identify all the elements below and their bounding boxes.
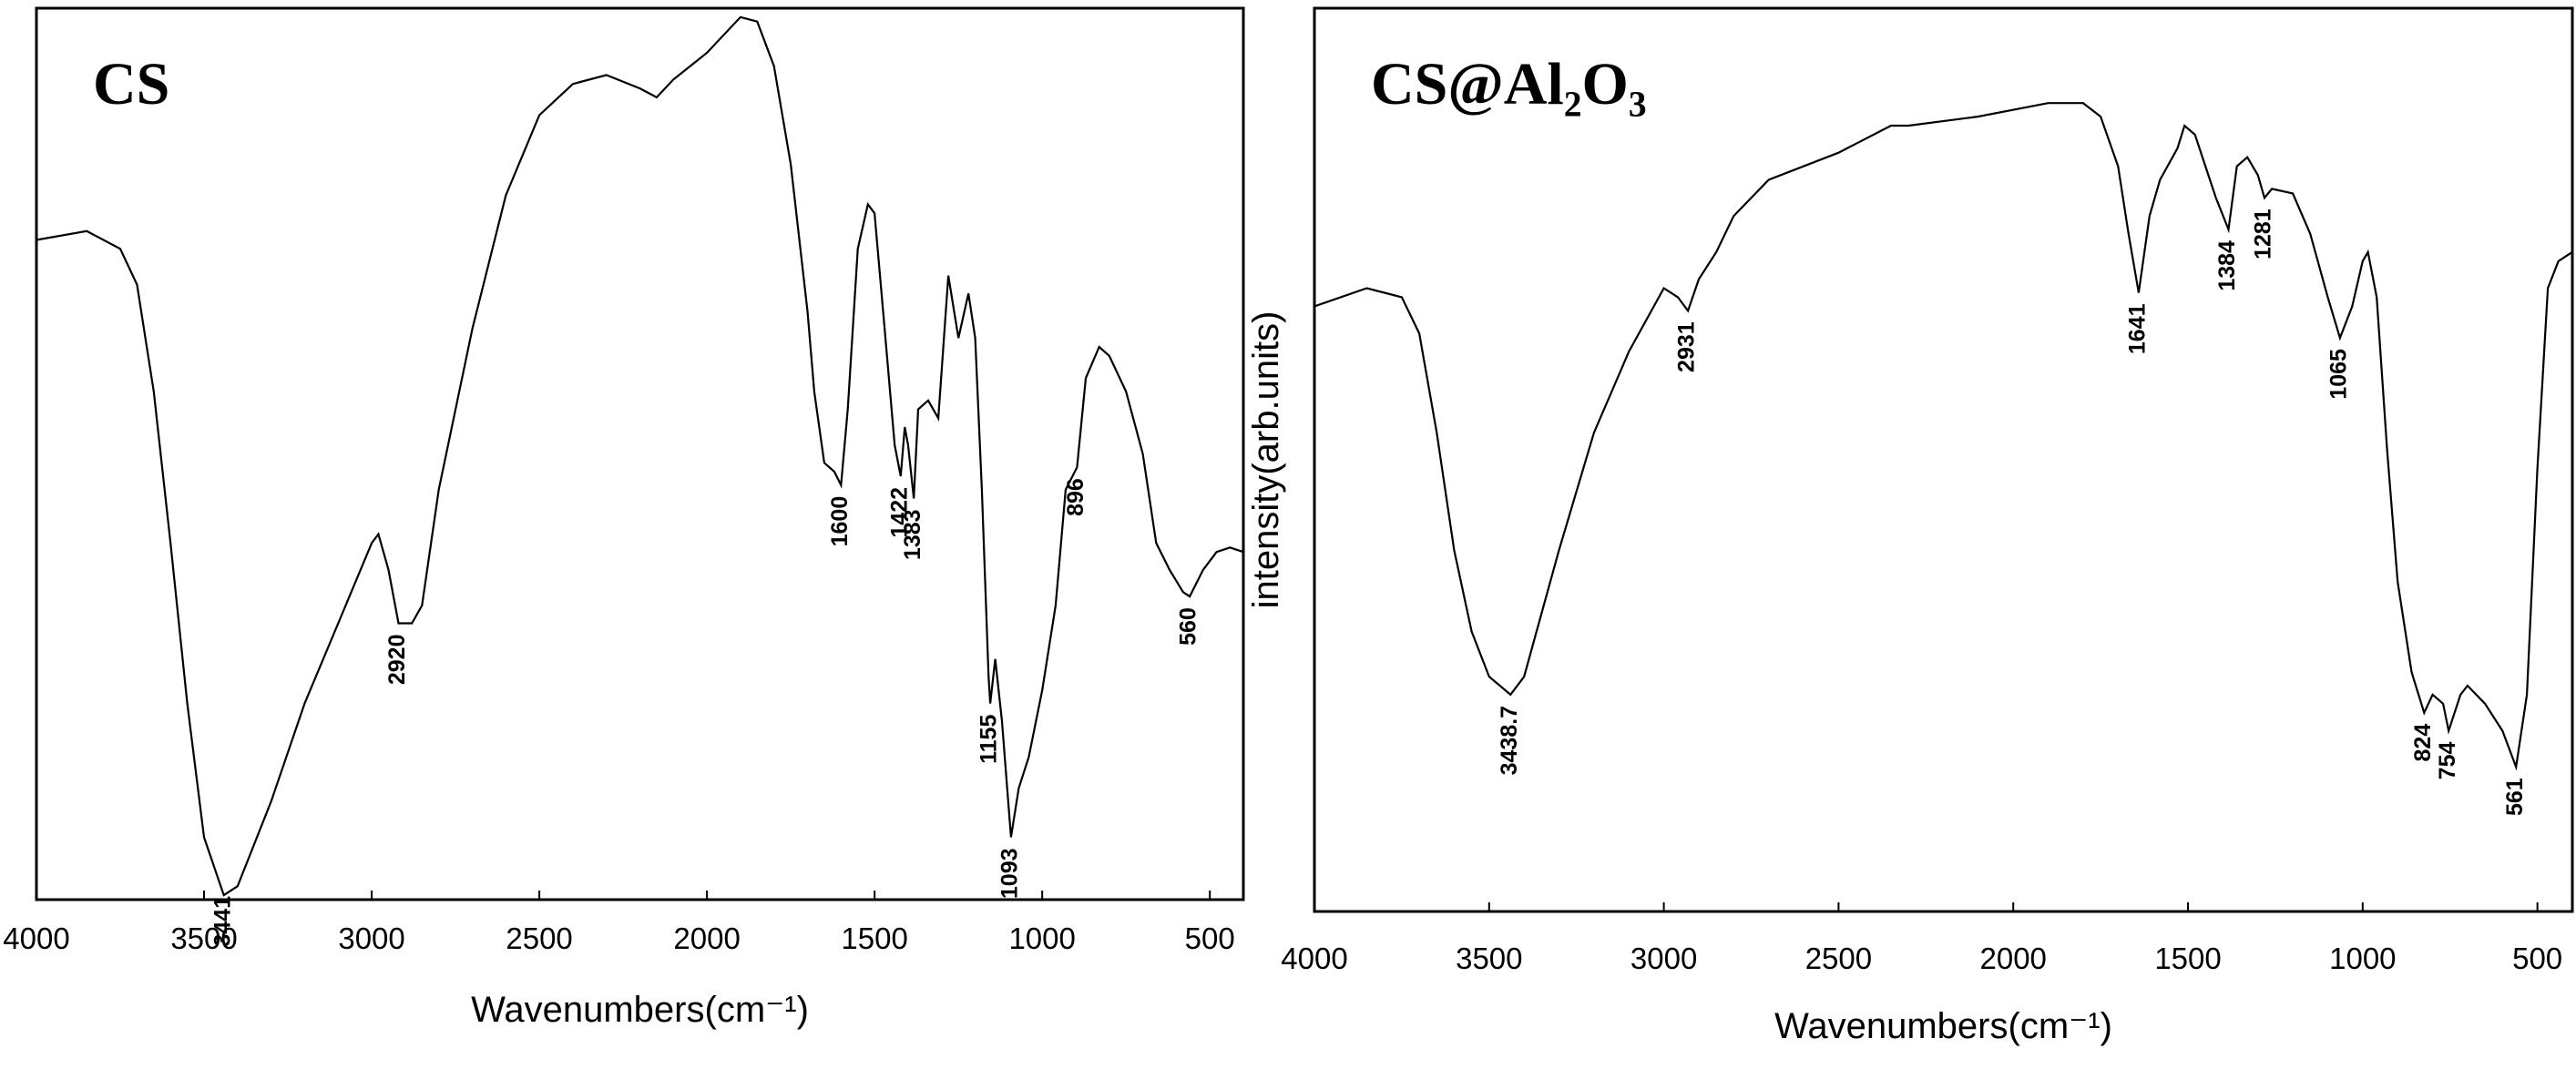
peak-label: 3438.7 (1497, 706, 1522, 775)
x-tick-label: 3500 (170, 921, 237, 955)
x-tick-label: 3000 (1630, 942, 1697, 975)
chart-title: CS@Al₂O₃ (1371, 51, 1647, 117)
chart-title: CS (93, 51, 169, 117)
peak-label: 824 (2410, 724, 2436, 762)
x-tick-label: 1500 (841, 921, 907, 955)
x-tick-label: 3000 (338, 921, 404, 955)
x-tick-label: 3500 (1456, 942, 1522, 975)
x-tick-label: 1000 (2329, 942, 2396, 975)
spectrum-line (1314, 102, 2573, 771)
peak-label: 2920 (384, 635, 410, 686)
plot-frame (35, 6, 1245, 901)
x-tick-label: 1500 (2154, 942, 2221, 975)
peak-label: 1093 (997, 848, 1023, 899)
plot-frame (1313, 6, 2574, 913)
x-tick-label: 500 (1185, 921, 1235, 955)
peak-label: 1422 (886, 487, 912, 538)
peak-label: 1155 (976, 715, 1002, 764)
peak-label: 1600 (827, 496, 853, 547)
x-tick-label: 2000 (1980, 942, 2047, 975)
spectrum-line (36, 15, 1244, 897)
x-tick-label: 4000 (1281, 942, 1347, 975)
x-tick-label: 2000 (673, 921, 740, 955)
peak-label: 1383 (900, 509, 925, 560)
peak-label: 1384 (2214, 240, 2240, 291)
peak-label: 754 (2435, 742, 2460, 780)
x-tick-label: 2500 (1805, 942, 1872, 975)
peak-label: 1281 (2251, 209, 2276, 260)
peak-label: 3441 (210, 896, 235, 947)
x-tick-label: 500 (2512, 942, 2562, 975)
peak-label: 560 (1176, 607, 1201, 646)
y-axis-label: intensity(arb.units) (1246, 311, 1286, 609)
peak-label: 1065 (2326, 349, 2352, 400)
peak-label: 1641 (2125, 303, 2151, 354)
peak-label: 896 (1063, 478, 1089, 516)
peak-label: 2931 (1674, 321, 1700, 372)
x-tick-label: 1000 (1008, 921, 1075, 955)
x-axis-label: Wavenumbers(cm⁻¹) (1774, 1006, 2112, 1046)
x-tick-label: 2500 (506, 921, 572, 955)
peak-label: 561 (2502, 778, 2528, 816)
x-axis-label: Wavenumbers(cm⁻¹) (471, 990, 809, 1030)
x-tick-label: 4000 (3, 921, 69, 955)
